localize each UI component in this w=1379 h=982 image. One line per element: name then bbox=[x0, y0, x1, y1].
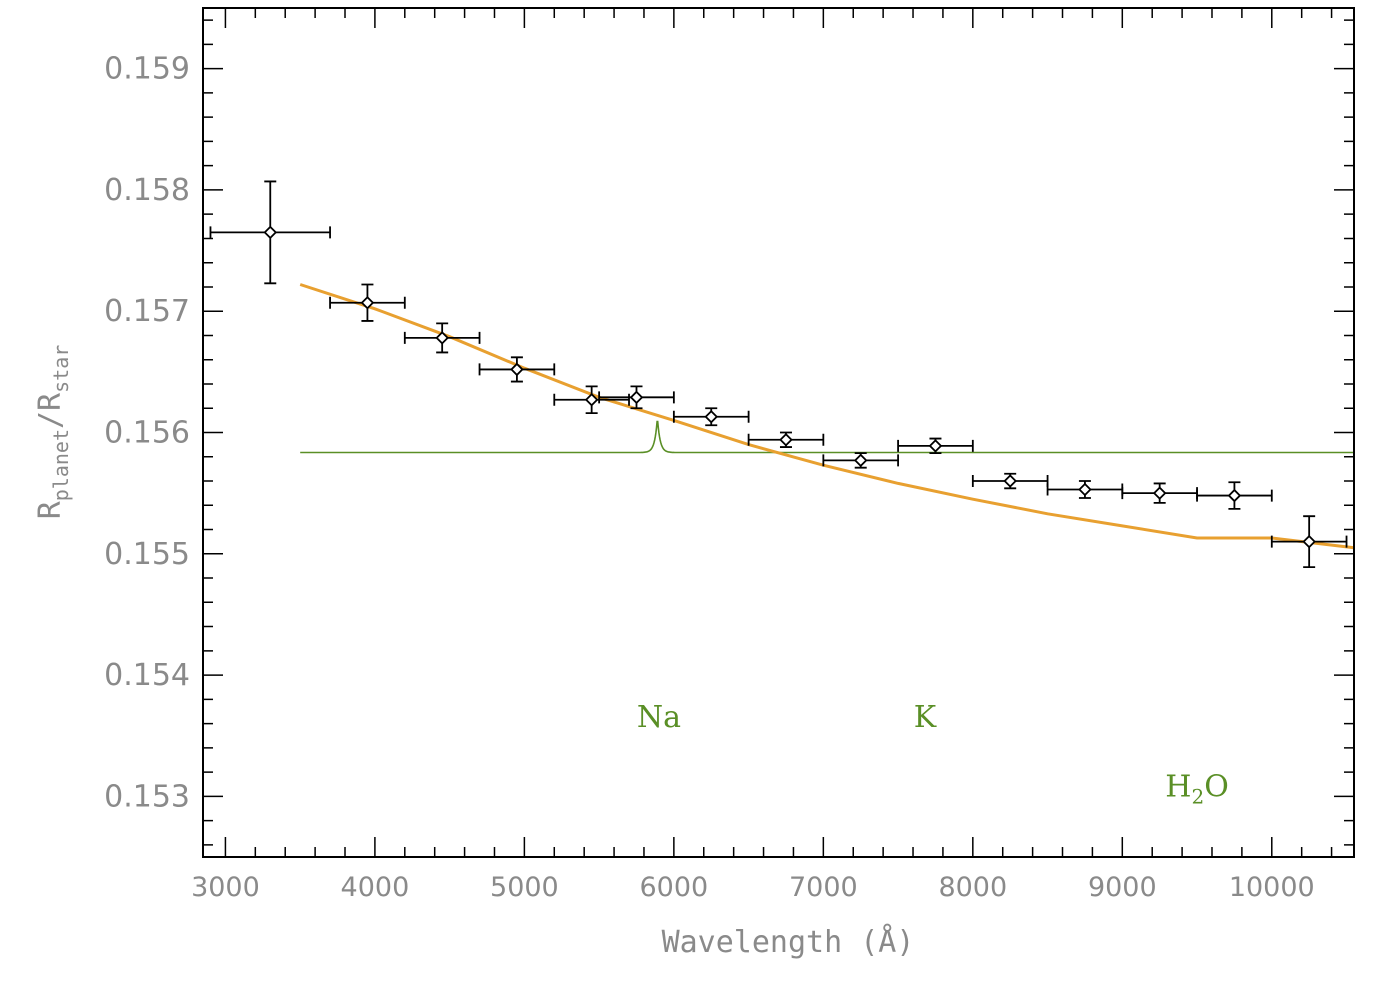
measurement-points bbox=[209, 180, 1348, 569]
annotation-h2o-base: H bbox=[1165, 769, 1191, 804]
diamond-marker-4 bbox=[584, 392, 599, 407]
y-axis-title: Rplanet/Rstar bbox=[33, 345, 73, 520]
y-tick-label-0.154: 0.154 bbox=[104, 658, 190, 693]
data-point-14 bbox=[1270, 515, 1348, 569]
data-point-9 bbox=[897, 437, 974, 455]
x-tick-label-3000: 3000 bbox=[191, 872, 260, 903]
diamond-marker-7 bbox=[779, 433, 793, 447]
diamond-marker-3 bbox=[510, 362, 524, 377]
annotation-h2o-tail: O bbox=[1204, 769, 1229, 804]
diamond-marker-1 bbox=[360, 295, 375, 310]
data-point-7 bbox=[747, 431, 825, 448]
data-point-0 bbox=[209, 180, 331, 285]
data-point-2 bbox=[403, 322, 481, 354]
data-point-5 bbox=[598, 385, 675, 410]
y-tick-label-0.156: 0.156 bbox=[104, 416, 190, 451]
annotation-na: Na bbox=[637, 700, 681, 735]
diamond-marker-2 bbox=[435, 331, 449, 345]
data-point-1 bbox=[329, 283, 406, 322]
data-point-4 bbox=[553, 385, 630, 414]
diamond-marker-8 bbox=[853, 453, 868, 468]
y-tick-label-0.153: 0.153 bbox=[104, 779, 190, 814]
y-axis-title-sub2: star bbox=[49, 345, 73, 393]
x-tick-label-5000: 5000 bbox=[490, 872, 559, 903]
data-point-12 bbox=[1121, 482, 1198, 504]
diamond-marker-12 bbox=[1152, 486, 1167, 500]
y-axis-title-sub1: planet bbox=[49, 429, 73, 501]
diamond-marker-5 bbox=[629, 390, 644, 405]
diamond-marker-10 bbox=[1003, 474, 1017, 488]
y-tick-label-0.158: 0.158 bbox=[104, 173, 190, 208]
y-axis-title-base: R bbox=[33, 500, 68, 519]
diamond-marker-9 bbox=[928, 439, 943, 453]
data-point-11 bbox=[1046, 480, 1124, 499]
diamond-marker-14 bbox=[1302, 534, 1316, 549]
diamond-marker-13 bbox=[1227, 488, 1242, 503]
axis-ticks bbox=[203, 8, 1354, 857]
x-tick-label-6000: 6000 bbox=[640, 872, 709, 903]
x-tick-label-7000: 7000 bbox=[789, 872, 858, 903]
rayleigh-fit-line bbox=[299, 283, 1355, 550]
x-tick-label-10000: 10000 bbox=[1229, 872, 1315, 903]
data-point-13 bbox=[1196, 481, 1273, 510]
annotation-h2o-sub: 2 bbox=[1191, 784, 1204, 808]
x-tick-label-9000: 9000 bbox=[1088, 872, 1157, 903]
data-point-10 bbox=[971, 472, 1049, 490]
y-tick-label-0.159: 0.159 bbox=[104, 52, 190, 87]
x-axis-title: Wavelength (Å) bbox=[662, 924, 915, 960]
diamond-marker-0 bbox=[263, 225, 278, 240]
x-axis-tick-labels: 3000 4000 5000 6000 7000 8000 9000 10000 bbox=[191, 872, 1315, 903]
x-tick-label-4000: 4000 bbox=[341, 872, 410, 903]
annotation-h2o: H2O bbox=[1165, 769, 1229, 808]
diamond-marker-11 bbox=[1078, 482, 1092, 497]
data-point-8 bbox=[822, 452, 899, 469]
y-axis-tick-labels: 0.153 0.154 0.155 0.156 0.157 0.158 0.159 bbox=[104, 52, 190, 815]
y-tick-label-0.157: 0.157 bbox=[104, 294, 190, 329]
data-point-6 bbox=[672, 407, 750, 427]
annotation-k: K bbox=[914, 700, 937, 735]
plot-frame bbox=[202, 7, 1355, 858]
tick-marks bbox=[203, 8, 1354, 857]
data-point-3 bbox=[478, 356, 556, 383]
spectral-feature-labels: Na K H2O bbox=[637, 700, 1229, 808]
x-tick-label-8000: 8000 bbox=[938, 872, 1007, 903]
model-spectrum-line bbox=[300, 420, 1354, 454]
y-tick-label-0.155: 0.155 bbox=[104, 537, 190, 572]
diamond-marker-6 bbox=[704, 409, 719, 424]
y-axis-title-slash: /R bbox=[33, 392, 68, 429]
